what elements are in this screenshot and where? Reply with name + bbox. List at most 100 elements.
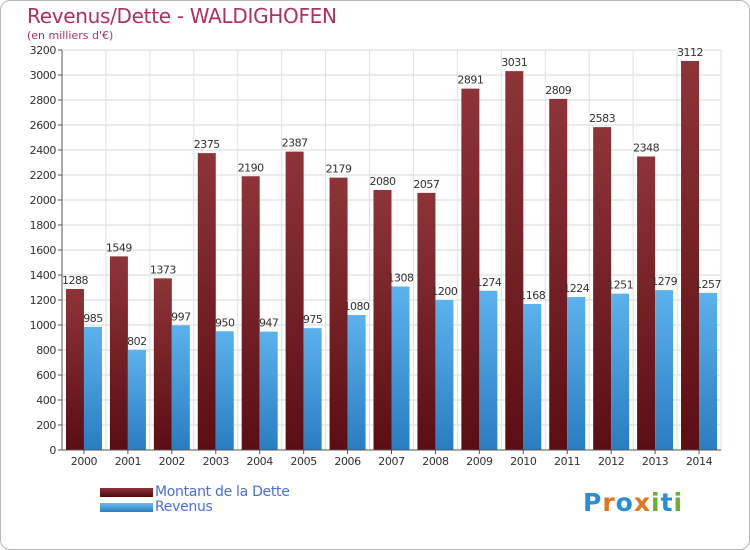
data-label-revenus-2009: 1274 (475, 276, 501, 289)
legend-label-dette: Montant de la Dette (155, 484, 290, 500)
x-tick-label: 2003 (203, 455, 230, 468)
x-tick-label: 2011 (554, 455, 580, 468)
x-tick-label: 2000 (71, 455, 98, 468)
x-tick-label: 2010 (510, 455, 537, 468)
data-label-dette-2000: 1288 (62, 274, 88, 287)
bar-revenus-2003 (215, 331, 234, 450)
y-tick-label: 2800 (30, 94, 57, 107)
chart-subtitle: (en milliers d'€) (27, 29, 114, 42)
x-tick-label: 2006 (334, 455, 361, 468)
bar-revenus-2012 (611, 293, 630, 450)
data-label-revenus-2001: 802 (127, 335, 147, 348)
bar-dette-2010 (505, 71, 524, 450)
bar-dette-2011 (549, 98, 568, 450)
bar-dette-2004 (241, 176, 260, 450)
legend-swatch-dette (100, 488, 153, 497)
y-tick-label: 3200 (30, 44, 57, 57)
data-label-dette-2011: 2809 (545, 84, 571, 97)
proxiti-logo: Proxiti (583, 488, 683, 517)
data-label-revenus-2013: 1279 (651, 275, 677, 288)
bar-revenus-2007 (391, 286, 410, 450)
bars (65, 61, 718, 450)
x-tick-label: 2007 (378, 455, 405, 468)
logo-letter: r (602, 488, 616, 517)
data-label-revenus-2006: 1080 (344, 300, 370, 313)
legend-swatch-revenus (100, 503, 153, 512)
y-tick-label: 3000 (30, 69, 57, 82)
y-tick-label: 2600 (30, 119, 57, 132)
data-label-dette-2002: 1373 (150, 263, 176, 276)
x-tick-label: 2014 (686, 455, 713, 468)
logo-letter: t (660, 488, 674, 517)
x-tick-label: 2008 (422, 455, 449, 468)
data-labels: 1288 985 1549 802 1373 997 2375 950 2190 947 2387 9… (62, 46, 722, 348)
data-label-revenus-2008: 1200 (431, 285, 457, 298)
chart-title: Revenus/Dette - WALDIGHOFEN (27, 4, 337, 28)
bar-revenus-2011 (567, 297, 586, 450)
bar-revenus-2004 (259, 331, 278, 450)
y-tick-label: 2000 (30, 194, 57, 207)
x-tick-label: 2004 (246, 455, 273, 468)
data-label-dette-2013: 2348 (633, 142, 659, 155)
data-label-revenus-2003: 950 (215, 316, 235, 329)
x-tick-label: 2012 (598, 455, 624, 468)
data-label-dette-2003: 2375 (194, 138, 220, 151)
legend-label-revenus: Revenus (155, 499, 213, 515)
bar-dette-2013 (637, 156, 656, 450)
logo-letter: o (615, 488, 634, 517)
data-label-dette-2014: 3112 (677, 46, 703, 59)
bar-revenus-2001 (127, 349, 146, 450)
axes: 0 200 400 600 800 1000 1200 1400 1600 1800 2000 220… (30, 44, 721, 468)
bar-dette-2002 (153, 278, 172, 450)
y-tick-label: 2400 (30, 144, 57, 157)
bar-revenus-2005 (303, 328, 322, 450)
bar-dette-2014 (681, 61, 700, 450)
data-label-revenus-2004: 947 (259, 317, 279, 330)
y-tick-label: 1800 (30, 219, 57, 232)
data-label-dette-2007: 2080 (370, 175, 396, 188)
x-tick-label: 2009 (466, 455, 493, 468)
data-label-revenus-2011: 1224 (563, 282, 589, 295)
x-tick-label: 2013 (642, 455, 669, 468)
bar-dette-2009 (461, 88, 480, 450)
data-label-dette-2001: 1549 (106, 241, 132, 254)
bar-dette-2008 (417, 192, 436, 450)
bar-revenus-2002 (171, 325, 190, 450)
bar-revenus-2009 (479, 290, 498, 450)
bar-dette-2000 (65, 289, 84, 450)
x-tick-label: 2005 (290, 455, 317, 468)
y-tick-label: 800 (36, 344, 56, 357)
y-tick-label: 200 (36, 419, 56, 432)
bar-dette-2007 (373, 190, 392, 450)
x-tick-label: 2001 (115, 455, 141, 468)
data-label-dette-2010: 3031 (501, 56, 527, 69)
data-label-revenus-2005: 975 (303, 313, 323, 326)
y-tick-label: 1000 (30, 319, 57, 332)
bar-dette-2012 (593, 127, 612, 450)
bar-revenus-2006 (347, 315, 366, 450)
bar-dette-2001 (109, 256, 128, 450)
data-label-dette-2009: 2891 (457, 74, 483, 87)
bar-revenus-2010 (523, 304, 542, 450)
data-label-dette-2006: 2179 (326, 163, 352, 176)
x-tick-label: 2002 (159, 455, 185, 468)
data-label-revenus-2012: 1251 (607, 279, 633, 292)
logo-letter: P (583, 488, 603, 517)
data-label-dette-2005: 2387 (282, 137, 308, 150)
y-tick-label: 2200 (30, 169, 57, 182)
y-tick-label: 0 (49, 444, 56, 457)
logo-letter: i (651, 488, 661, 517)
bar-dette-2005 (285, 151, 304, 450)
data-label-revenus-2002: 997 (171, 310, 191, 323)
y-tick-label: 1200 (30, 294, 57, 307)
bar-revenus-2000 (83, 326, 102, 450)
logo-letter: i (673, 488, 684, 517)
bar-revenus-2013 (655, 290, 674, 450)
data-label-dette-2008: 2057 (413, 178, 439, 191)
bar-revenus-2014 (699, 292, 718, 450)
data-label-revenus-2014: 1257 (695, 278, 721, 291)
bar-dette-2006 (329, 177, 348, 450)
data-label-dette-2012: 2583 (589, 112, 615, 125)
y-tick-label: 600 (36, 369, 56, 382)
